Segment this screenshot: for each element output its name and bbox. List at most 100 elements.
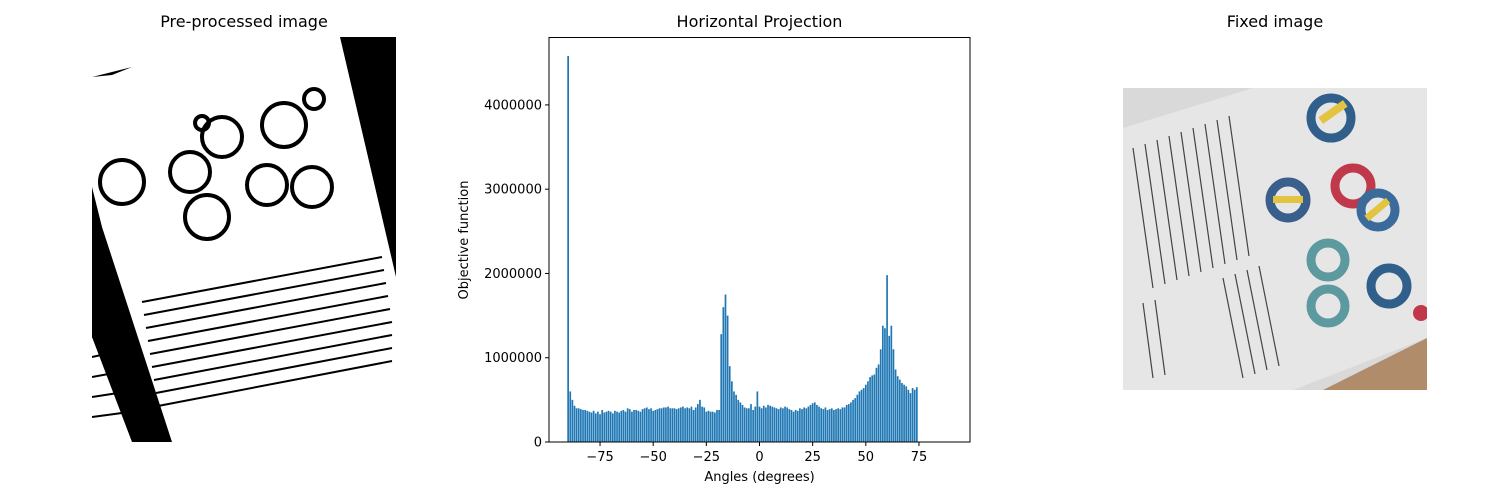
bar: [754, 406, 757, 442]
bar: [824, 407, 827, 442]
chart-title: Horizontal Projection: [676, 12, 843, 31]
bar: [599, 414, 601, 442]
bar: [807, 406, 810, 442]
bar: [896, 376, 899, 442]
bar: [601, 409, 604, 442]
bar: [762, 405, 765, 442]
bar: [743, 407, 746, 442]
x-tick-label: −25: [693, 450, 720, 465]
preprocessed-image-drawing: [92, 37, 396, 442]
bar: [594, 413, 597, 442]
bar: [903, 384, 905, 442]
bar: [884, 328, 886, 442]
bar: [675, 409, 678, 442]
bar: [760, 408, 763, 442]
bar: [905, 386, 908, 442]
bar: [569, 391, 572, 442]
x-tick-label: 50: [858, 450, 875, 465]
bar: [775, 408, 778, 442]
bar: [669, 408, 672, 442]
bar: [650, 408, 652, 442]
bar: [867, 381, 869, 442]
bar: [682, 406, 684, 442]
bar: [826, 409, 829, 442]
bar: [816, 404, 818, 442]
bar: [635, 409, 638, 442]
bar: [577, 408, 580, 442]
bar: [686, 407, 689, 442]
bar: [777, 409, 780, 442]
bar: [873, 374, 876, 442]
bar: [720, 334, 723, 442]
bar: [671, 408, 674, 442]
y-tick-label: 1000000: [484, 351, 542, 366]
bar: [611, 413, 614, 442]
bar: [792, 411, 795, 442]
x-tick-label: −75: [586, 450, 613, 465]
bar: [660, 408, 663, 442]
bar: [877, 364, 880, 442]
bar: [769, 405, 771, 442]
bar: [811, 403, 814, 442]
bar: [911, 388, 914, 442]
bar: [845, 404, 848, 442]
bar: [907, 389, 910, 442]
bar: [590, 412, 593, 442]
bar: [909, 393, 912, 442]
bar: [737, 399, 740, 442]
bar: [813, 402, 816, 442]
bar: [750, 404, 752, 442]
bar: [856, 394, 859, 442]
y-tick-label: 0: [534, 436, 542, 451]
bar: [699, 399, 701, 442]
bar: [741, 404, 744, 442]
bar: [731, 381, 733, 442]
y-tick-label: 4000000: [484, 98, 542, 113]
bar: [658, 408, 661, 442]
bar: [654, 409, 657, 442]
bar: [733, 391, 735, 442]
bar: [767, 404, 769, 442]
bar: [690, 406, 693, 442]
bar: [850, 402, 852, 442]
bar: [782, 408, 784, 442]
x-tick-label: −50: [639, 450, 666, 465]
bar: [892, 349, 895, 442]
y-tick-label: 3000000: [484, 183, 542, 198]
bar: [881, 325, 884, 442]
bar: [858, 391, 861, 442]
bar: [637, 410, 640, 442]
bar: [692, 409, 695, 442]
bar: [614, 410, 616, 442]
bar: [915, 387, 918, 442]
bar: [788, 409, 791, 442]
bar: [588, 411, 591, 442]
bar: [735, 394, 737, 442]
bar: [779, 407, 782, 442]
bar: [771, 406, 774, 442]
bar: [752, 409, 754, 442]
bar: [597, 411, 599, 442]
bar: [573, 405, 576, 442]
bar: [786, 407, 788, 442]
bar: [641, 409, 644, 442]
bar: [756, 391, 759, 442]
x-tick-label: 25: [804, 450, 821, 465]
bar: [673, 408, 676, 442]
bar: [835, 409, 837, 442]
bar: [894, 369, 897, 442]
bar: [886, 275, 888, 442]
bar: [901, 383, 903, 442]
bar: [616, 411, 618, 442]
bar: [860, 389, 863, 442]
bar: [888, 335, 891, 442]
bar: [745, 408, 748, 442]
bar: [701, 406, 703, 442]
right-panel-title: Fixed image: [1226, 12, 1324, 31]
bar: [694, 407, 697, 442]
bars-layer: [567, 56, 918, 442]
bar: [624, 411, 627, 442]
bar: [696, 404, 699, 442]
bar: [667, 406, 669, 442]
fixed-image: [1123, 88, 1427, 390]
